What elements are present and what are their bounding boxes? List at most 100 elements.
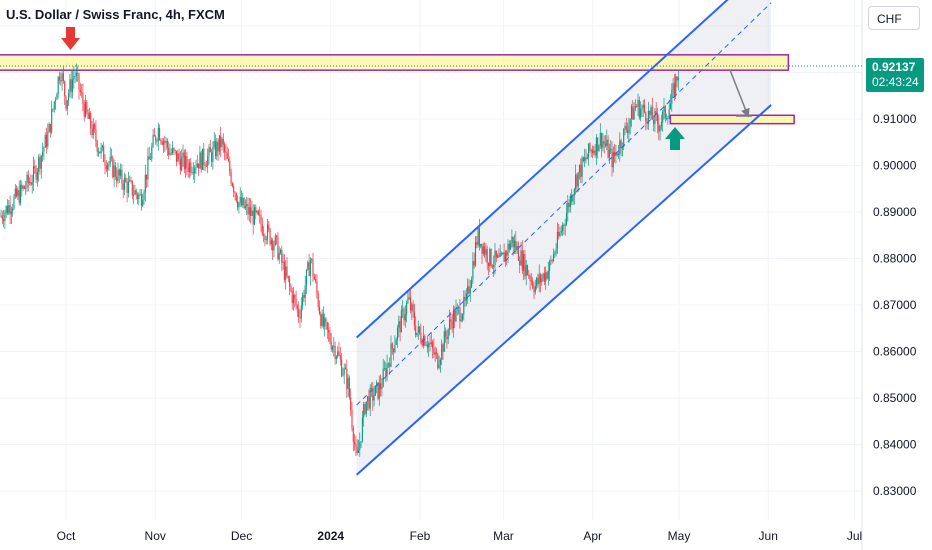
candle-body-88 xyxy=(114,165,116,177)
candle-body-271 xyxy=(352,427,354,443)
candle-body-280 xyxy=(364,404,366,414)
candle-body-197 xyxy=(256,210,258,213)
candle-body-268 xyxy=(348,377,350,398)
candle-body-350 xyxy=(455,308,457,322)
candle-body-134 xyxy=(174,150,176,152)
candle-body-249 xyxy=(324,318,326,327)
candle-body-474 xyxy=(616,152,618,156)
candle-body-452 xyxy=(588,143,590,158)
candle-body-69 xyxy=(90,113,92,129)
candle-body-64 xyxy=(83,103,85,117)
candle-body-497 xyxy=(646,121,648,125)
candle-body-43 xyxy=(56,94,58,100)
candle-body-454 xyxy=(590,150,592,151)
candle-body-326 xyxy=(424,335,426,346)
candle-body-155 xyxy=(201,148,204,170)
candle-body-521 xyxy=(677,77,679,81)
candle-body-318 xyxy=(413,312,415,326)
candle-body-158 xyxy=(205,166,207,167)
candle-body-108 xyxy=(140,194,142,206)
candle-body-491 xyxy=(638,99,640,118)
candle-body-467 xyxy=(607,139,609,158)
x-tick-2: Dec xyxy=(231,529,252,543)
candle-body-396 xyxy=(515,240,517,251)
candle-body-236 xyxy=(307,262,309,270)
candle-body-133 xyxy=(173,148,175,151)
candle-body-123 xyxy=(160,139,162,142)
candle-body-230 xyxy=(299,317,301,319)
candle-body-65 xyxy=(84,101,87,117)
candle-body-433 xyxy=(563,224,565,226)
candle-body-62 xyxy=(81,91,83,93)
candle-body-196 xyxy=(255,207,257,213)
candle-body-414 xyxy=(538,274,540,285)
green-up-arrow xyxy=(665,127,685,150)
candle-body-277 xyxy=(360,440,362,443)
candle-body-494 xyxy=(642,104,644,108)
candle-body-110 xyxy=(143,192,145,201)
candle-body-303 xyxy=(394,344,396,353)
candle-body-361 xyxy=(469,287,471,294)
y-tick-7: 0.86000 xyxy=(873,345,917,359)
candle-body-411 xyxy=(534,286,536,293)
candle-body-421 xyxy=(547,271,549,279)
candle-body-509 xyxy=(662,111,664,123)
candle-body-514 xyxy=(668,109,670,119)
candle-body-119 xyxy=(155,136,157,142)
candle-body-499 xyxy=(649,110,651,115)
candle-body-76 xyxy=(99,151,101,154)
candle-body-241 xyxy=(313,276,315,280)
candle-body-287 xyxy=(373,395,375,401)
candle-body-247 xyxy=(321,313,323,326)
y-axis: 0.91000 0.90000 0.89000 0.88000 0.87000 0.860… xyxy=(861,0,917,550)
candle-body-58 xyxy=(75,72,77,76)
candle-body-314 xyxy=(408,297,410,299)
candle-body-78 xyxy=(101,145,103,148)
candle-body-240 xyxy=(312,259,314,277)
candle-body-173 xyxy=(225,152,227,153)
candle-body-451 xyxy=(586,157,588,160)
candle-body-136 xyxy=(177,153,179,162)
candle-body-132 xyxy=(172,148,174,153)
candle-body-86 xyxy=(112,157,114,178)
candle-body-373 xyxy=(485,249,487,255)
candle-body-0 xyxy=(0,215,2,217)
candle-body-393 xyxy=(511,236,513,244)
candle-body-278 xyxy=(361,417,363,441)
candle-body-455 xyxy=(591,150,594,153)
candle-body-77 xyxy=(100,147,102,154)
candle-body-378 xyxy=(491,265,493,268)
candle-body-446 xyxy=(580,164,582,177)
candle-body-97 xyxy=(126,181,128,193)
chart-title: U.S. Dollar / Swiss Franc, 4h, FXCM xyxy=(6,7,225,22)
candle-body-60 xyxy=(78,73,80,90)
candle-body-109 xyxy=(142,200,144,206)
candle-body-431 xyxy=(560,230,562,232)
candle-body-122 xyxy=(159,128,161,140)
candle-body-45 xyxy=(58,76,61,81)
candle-body-202 xyxy=(263,234,265,236)
candle-body-445 xyxy=(578,164,581,173)
candle-body-144 xyxy=(187,167,189,172)
candle-body-333 xyxy=(433,348,435,355)
candle-body-402 xyxy=(523,254,525,271)
y-tick-6: 0.87000 xyxy=(873,298,917,312)
candle-body-44 xyxy=(57,76,59,95)
candle-body-289 xyxy=(376,382,378,386)
candle-body-374 xyxy=(486,249,488,263)
candle-body-267 xyxy=(347,377,349,389)
currency-selector[interactable]: CHF xyxy=(868,6,920,30)
candle-body-67 xyxy=(87,112,89,119)
candle-body-288 xyxy=(374,385,376,396)
candle-body-80 xyxy=(104,161,106,166)
candle-body-115 xyxy=(149,159,152,160)
candle-body-284 xyxy=(369,387,371,409)
candle-body-170 xyxy=(221,138,223,147)
candle-body-263 xyxy=(342,374,344,376)
candle-body-72 xyxy=(94,124,96,130)
candle-body-127 xyxy=(165,140,167,143)
candle-body-40 xyxy=(52,108,54,110)
candles xyxy=(0,63,679,457)
candle-body-339 xyxy=(441,344,443,360)
